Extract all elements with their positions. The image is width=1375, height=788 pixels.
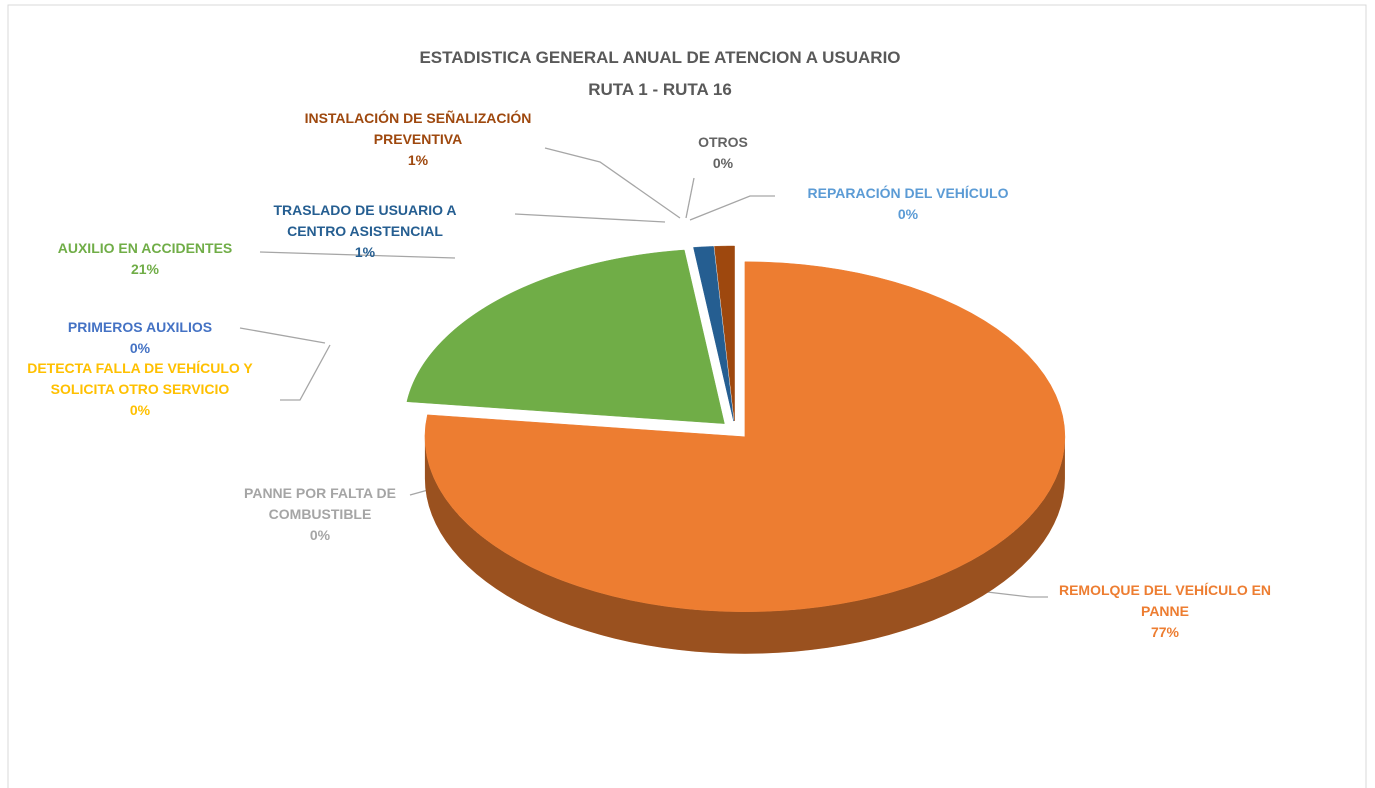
slice-side [424,436,1065,654]
slice [693,246,734,422]
data-label: REMOLQUE DEL VEHÍCULO EN PANNE 77% [1040,580,1290,643]
label-value: 0% [897,206,919,222]
label-value: 0% [129,340,151,356]
label-category: REPARACIÓN DEL VEHÍCULO [807,185,1009,201]
data-label: DETECTA FALLA DE VEHÍCULO Y SOLICITA OTR… [5,358,275,421]
chart-title: ESTADISTICA GENERAL ANUAL DE ATENCION A … [419,48,901,67]
label-value: 0% [712,155,734,171]
chart-border [7,4,1367,788]
label-value: 1% [354,244,376,260]
slice [714,245,735,422]
data-label: AUXILIO EN ACCIDENTES 21% [25,238,265,280]
label-category: TRASLADO DE USUARIO A CENTRO ASISTENCIAL [273,202,457,239]
data-label: INSTALACIÓN DE SEÑALIZACIÓN PREVENTIVA 1% [283,108,553,171]
data-label: REPARACIÓN DEL VEHÍCULO 0% [773,183,1043,225]
slice-side-shade [424,436,1065,654]
data-label: PANNE POR FALTA DE COMBUSTIBLE 0% [205,483,435,546]
label-value: 21% [130,261,160,277]
label-category: PANNE POR FALTA DE COMBUSTIBLE [244,485,396,522]
data-label: PRIMEROS AUXILIOS 0% [30,317,250,359]
chart-subtitle: RUTA 1 - RUTA 16 [588,80,732,99]
data-label: OTROS 0% [678,132,768,174]
slice [406,249,725,424]
data-label: TRASLADO DE USUARIO A CENTRO ASISTENCIAL… [250,200,480,263]
leader-lines [239,147,1048,598]
label-category: AUXILIO EN ACCIDENTES [57,240,233,256]
label-category: INSTALACIÓN DE SEÑALIZACIÓN PREVENTIVA [304,110,532,147]
label-value: 1% [407,152,429,168]
label-category: PRIMEROS AUXILIOS [67,319,213,335]
label-category: OTROS [698,134,748,150]
slice [424,261,1066,613]
label-category: DETECTA FALLA DE VEHÍCULO Y SOLICITA OTR… [27,360,253,397]
label-category: REMOLQUE DEL VEHÍCULO EN PANNE [1058,582,1272,619]
label-value: 77% [1150,624,1180,640]
label-value: 0% [129,402,151,418]
label-value: 0% [309,527,331,543]
